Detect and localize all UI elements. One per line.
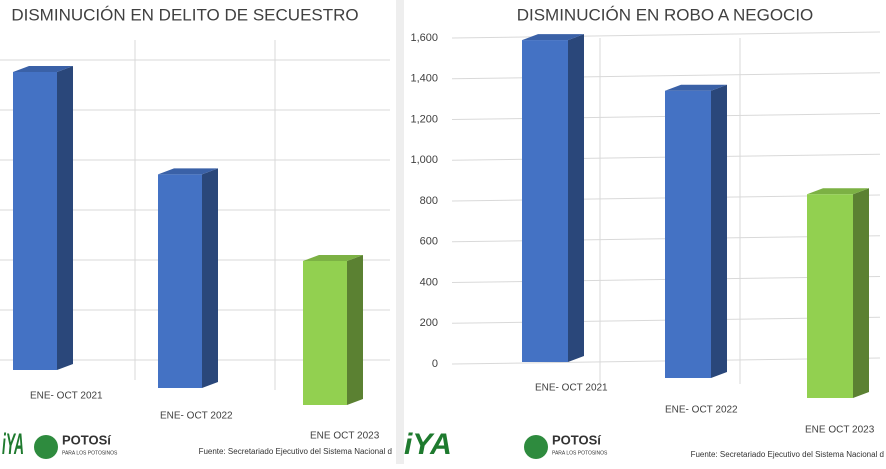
bar-top [665,84,727,91]
bar-group [158,168,218,388]
brand-sub: PARA LOS POTOSINOS [62,450,118,456]
logo-word: iYA [2,428,24,461]
bar [13,72,57,370]
x-tick-label: ENE OCT 2023 [310,431,380,442]
footer-right: iYA POTOSí PARA LOS POTOSINOS Fuente: Se… [404,428,884,461]
y-tick-label: 1,200 [410,113,438,125]
brand: POTOSí [552,432,601,447]
logo-icon [524,435,548,459]
panel-divider [396,0,404,464]
bar-group [522,34,584,362]
bar-group [13,66,73,370]
bar-side [202,168,218,388]
bar-top [807,188,869,195]
grid-line [451,31,881,39]
bar-top [158,168,218,175]
source: Fuente: Secretariado Ejecutivo del Siste… [691,450,884,459]
bar-side [568,34,584,362]
bar-group [807,188,869,398]
y-tick-label: 400 [420,276,438,288]
bar [807,194,853,398]
bar-side [711,84,727,379]
y-tick-label: 0 [432,358,438,370]
chart-title: DISMINUCIÓN EN ROBO A NEGOCIO [517,5,814,24]
brand: POTOSí [62,432,111,447]
x-tick-label: ENE- OCT 2022 [665,405,738,416]
y-tick-label: 200 [420,317,438,329]
y-tick-label: 1,000 [410,154,438,166]
bar [522,40,568,362]
bar-group [665,84,727,379]
brand-sub: PARA LOS POTOSINOS [552,450,608,456]
footer-left: iYA POTOSí PARA LOS POTOSINOS Fuente: Se… [0,420,396,464]
bar-top [522,34,584,41]
y-tick-label: 800 [420,195,438,207]
bar-side [853,188,869,398]
bar [158,174,202,388]
bar-side [57,66,73,370]
bar-side [347,254,363,405]
x-tick-label: ENE- OCT 2021 [535,383,608,394]
x-tick-label: ENE OCT 2023 [805,425,875,436]
bar [303,260,347,405]
bar [665,90,711,379]
footer-bg [0,420,396,464]
bar-top [303,254,363,261]
bar-top [13,66,73,72]
logo-word: iYA [404,428,452,461]
source: Fuente: Secretariado Ejecutivo del Siste… [199,447,392,456]
y-tick-label: 1,400 [410,73,438,85]
x-tick-label: ENE- OCT 2022 [160,411,233,422]
chart-title: DISMINUCIÓN EN DELITO DE SECUESTRO [11,5,358,24]
bar-group [303,254,363,405]
logo-icon [34,435,58,459]
y-tick-label: 600 [420,236,438,248]
y-tick-label: 1,600 [410,32,438,44]
x-tick-label: ENE- OCT 2021 [30,391,103,402]
